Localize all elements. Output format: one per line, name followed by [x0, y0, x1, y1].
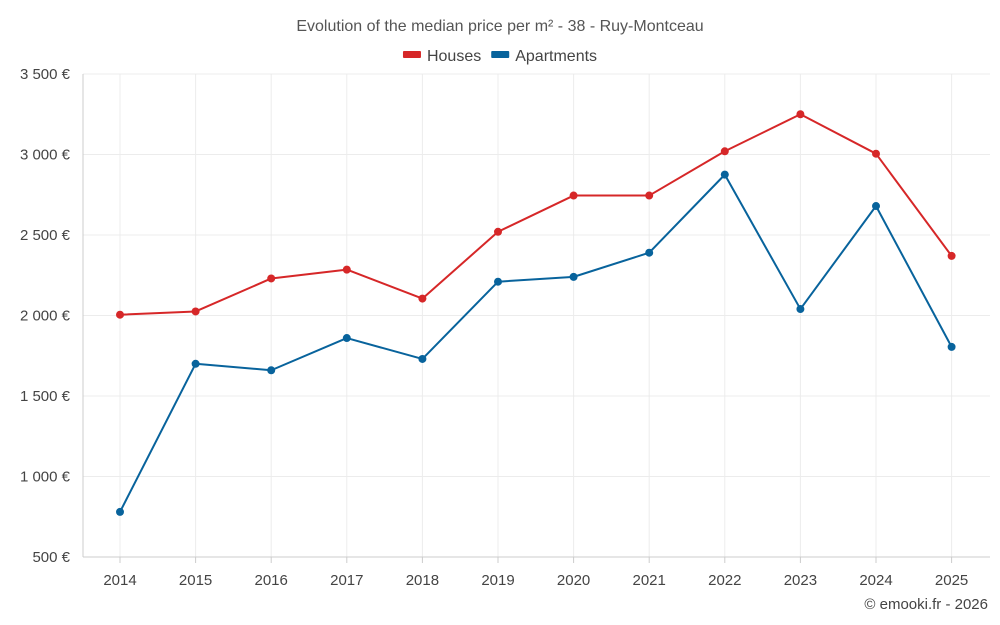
x-tick-label: 2016	[255, 572, 288, 589]
x-tick-label: 2022	[708, 572, 741, 589]
x-tick-label: 2020	[557, 572, 590, 589]
legend-label-apartments: Apartments	[515, 48, 597, 65]
apartments-point-2018[interactable]	[418, 354, 427, 363]
apartments-point-2019[interactable]	[494, 277, 502, 286]
x-axis: 2014 2015 2016 2017 2018 2019 2020 2021 2022 2023…	[103, 557, 968, 589]
x-tick-label: 2015	[179, 572, 212, 589]
y-tick-label: 1 500 €	[20, 388, 71, 405]
apartments-point-2024[interactable]	[872, 202, 880, 211]
series-apartments	[116, 170, 956, 516]
houses-point-2024[interactable]	[872, 149, 880, 158]
houses-line	[119, 113, 953, 316]
apartments-point-2016[interactable]	[267, 366, 276, 375]
legend-label-houses: Houses	[427, 48, 481, 65]
apartments-point-2021[interactable]	[645, 248, 654, 257]
legend: Houses Apartments	[402, 48, 597, 65]
houses-point-2020[interactable]	[569, 191, 578, 200]
houses-point-2014[interactable]	[116, 310, 124, 319]
apartments-point-2025[interactable]	[947, 342, 956, 351]
apartments-point-2014[interactable]	[116, 507, 124, 516]
x-tick-label: 2021	[633, 572, 666, 589]
y-tick-label: 2 500 €	[20, 227, 71, 244]
apartments-point-2017[interactable]	[342, 334, 351, 343]
houses-point-2023[interactable]	[796, 110, 805, 119]
houses-point-2019[interactable]	[494, 227, 502, 236]
x-tick-label: 2025	[935, 572, 968, 589]
y-tick-label: 3 500 €	[20, 66, 71, 83]
apartments-point-2022[interactable]	[720, 170, 729, 179]
apartments-point-2020[interactable]	[569, 272, 578, 281]
y-tick-label: 3 000 €	[20, 147, 71, 164]
houses-point-2025[interactable]	[947, 251, 956, 260]
houses-point-2017[interactable]	[342, 265, 351, 274]
x-tick-label: 2023	[784, 572, 817, 589]
copyright-text: © emooki.fr - 2026	[864, 596, 988, 613]
legend-swatch-apartments	[491, 51, 510, 58]
houses-point-2015[interactable]	[191, 307, 200, 316]
houses-point-2016[interactable]	[267, 274, 276, 283]
y-tick-label: 2 000 €	[20, 308, 71, 325]
x-tick-label: 2019	[481, 572, 514, 589]
apartments-point-2015[interactable]	[191, 359, 200, 368]
houses-point-2021[interactable]	[645, 191, 654, 200]
y-tick-label: 500 €	[32, 549, 70, 566]
y-tick-label: 1 000 €	[20, 469, 71, 486]
houses-point-2022[interactable]	[720, 147, 729, 156]
legend-swatch-houses	[402, 51, 421, 58]
chart-title: Evolution of the median price per m² - 3…	[296, 18, 703, 35]
x-tick-label: 2018	[406, 572, 439, 589]
x-tick-label: 2014	[103, 572, 136, 589]
grid-lines	[82, 73, 990, 558]
y-axis: 500 € 1 000 € 1 500 € 2 000 € 2 500 € 3 000 €…	[20, 66, 71, 566]
x-tick-label: 2024	[859, 572, 892, 589]
series-layer	[116, 110, 956, 516]
series-houses	[116, 110, 956, 319]
apartments-point-2023[interactable]	[796, 305, 805, 314]
x-tick-label: 2017	[330, 572, 363, 589]
houses-point-2018[interactable]	[418, 294, 427, 303]
apartments-line	[119, 173, 953, 513]
